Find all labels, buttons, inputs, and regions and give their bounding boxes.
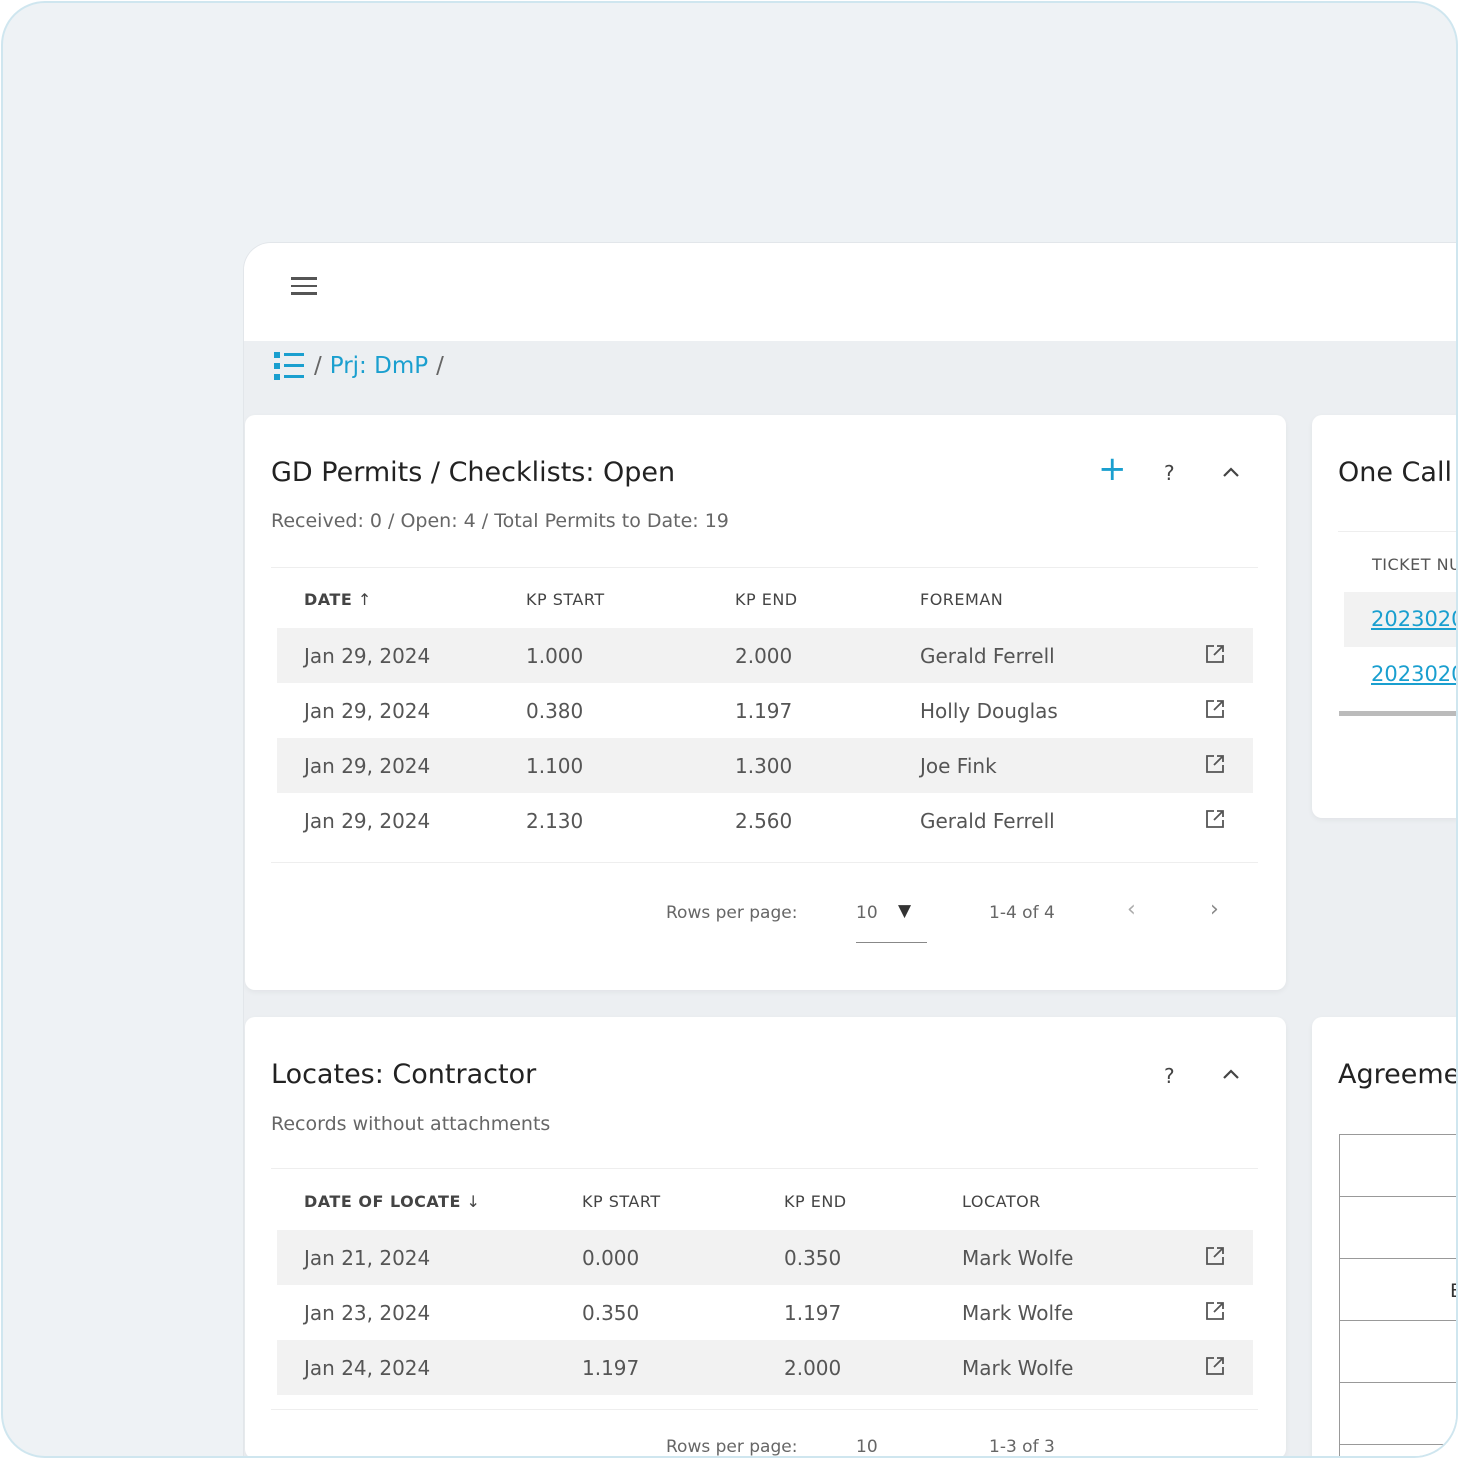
table-cell: Jan 24, 2024 bbox=[304, 1356, 431, 1380]
table-cell: Mark Wolfe bbox=[962, 1356, 1074, 1380]
table-cell: 1.197 bbox=[784, 1301, 842, 1325]
rows-per-page-select[interactable]: 10 ▼ bbox=[856, 901, 927, 943]
rows-per-page-label: Rows per page: bbox=[666, 1437, 798, 1457]
dropdown-icon: ▼ bbox=[898, 901, 912, 921]
open-external-icon[interactable] bbox=[1205, 1301, 1225, 1321]
table-header: DATE ↑ KP START KP END FOREMAN bbox=[277, 568, 1253, 628]
next-page-button[interactable]: › bbox=[1210, 897, 1219, 922]
card-subtitle: Received: 0 / Open: 4 / Total Permits to… bbox=[271, 510, 729, 532]
table-cell: 0.000 bbox=[582, 1246, 640, 1270]
table-cell: Jan 23, 2024 bbox=[304, 1301, 431, 1325]
collapse-icon[interactable] bbox=[1221, 465, 1241, 479]
open-external-icon[interactable] bbox=[1205, 1246, 1225, 1266]
ticket-link[interactable]: 2023020 bbox=[1371, 607, 1458, 631]
table-cell: 2.130 bbox=[526, 809, 584, 833]
horizontal-scrollbar[interactable] bbox=[1339, 711, 1456, 716]
agreements-card: Agreeme E bbox=[1312, 1017, 1458, 1456]
column-foreman[interactable]: FOREMAN bbox=[920, 590, 1004, 609]
table-cell: Jan 21, 2024 bbox=[304, 1246, 431, 1270]
card-title: Locates: Contractor bbox=[271, 1059, 537, 1090]
open-external-icon[interactable] bbox=[1205, 699, 1225, 719]
table-cell: Holly Douglas bbox=[920, 699, 1058, 723]
table-cell: Jan 29, 2024 bbox=[304, 644, 431, 668]
table-cell: Joe Fink bbox=[920, 754, 997, 778]
open-external-icon[interactable] bbox=[1205, 1356, 1225, 1376]
table-cell: Gerald Ferrell bbox=[920, 644, 1055, 668]
column-date[interactable]: DATE ↑ bbox=[304, 590, 372, 609]
card-title: Agreeme bbox=[1338, 1059, 1458, 1090]
grid-cell: E bbox=[1450, 1280, 1456, 1302]
permits-card: GD Permits / Checklists: Open + ? Receiv… bbox=[245, 415, 1286, 990]
table-row[interactable]: Jan 24, 2024 1.197 2.000 Mark Wolfe bbox=[277, 1340, 1253, 1395]
table-row[interactable]: Jan 29, 2024 0.380 1.197 Holly Douglas bbox=[277, 683, 1253, 738]
help-button[interactable]: ? bbox=[1164, 1064, 1175, 1088]
table-cell: 1.197 bbox=[735, 699, 793, 723]
open-external-icon[interactable] bbox=[1205, 754, 1225, 774]
table-cell: 1.000 bbox=[526, 644, 584, 668]
table-cell: Mark Wolfe bbox=[962, 1301, 1074, 1325]
locates-card: Locates: Contractor ? Records without at… bbox=[245, 1017, 1286, 1457]
app-window: / Prj: DmP / GD Permits / Checklists: Op… bbox=[243, 242, 1458, 1457]
table-cell: 2.560 bbox=[735, 809, 793, 833]
page-range: 1-4 of 4 bbox=[989, 903, 1055, 923]
collapse-icon[interactable] bbox=[1221, 1067, 1241, 1081]
column-kp-end[interactable]: KP END bbox=[784, 1192, 847, 1211]
table-cell: 0.350 bbox=[784, 1246, 842, 1270]
breadcrumb-project[interactable]: Prj: DmP bbox=[329, 353, 429, 379]
table-cell: Jan 29, 2024 bbox=[304, 699, 431, 723]
table-row[interactable]: Jan 23, 2024 0.350 1.197 Mark Wolfe bbox=[277, 1285, 1253, 1340]
list-icon[interactable] bbox=[274, 352, 306, 380]
rows-per-page-select[interactable]: 10 bbox=[856, 1437, 878, 1457]
column-kp-end[interactable]: KP END bbox=[735, 590, 798, 609]
agreements-grid bbox=[1339, 1134, 1456, 1456]
help-button[interactable]: ? bbox=[1164, 461, 1175, 485]
table-cell: 2.000 bbox=[735, 644, 793, 668]
table-row[interactable]: Jan 29, 2024 1.000 2.000 Gerald Ferrell bbox=[277, 628, 1253, 683]
table-row[interactable]: Jan 21, 2024 0.000 0.350 Mark Wolfe bbox=[277, 1230, 1253, 1285]
menu-icon[interactable] bbox=[291, 277, 317, 295]
card-subtitle: Records without attachments bbox=[271, 1113, 551, 1135]
column-kp-start[interactable]: KP START bbox=[582, 1192, 661, 1211]
card-title: One Call bbox=[1338, 457, 1452, 488]
table-cell: Gerald Ferrell bbox=[920, 809, 1055, 833]
column-locator[interactable]: LOCATOR bbox=[962, 1192, 1041, 1211]
breadcrumb-separator: / bbox=[436, 353, 444, 379]
table-cell: 1.300 bbox=[735, 754, 793, 778]
ticket-link[interactable]: 2023020 bbox=[1371, 662, 1458, 686]
card-title: GD Permits / Checklists: Open bbox=[271, 457, 676, 488]
top-bar bbox=[244, 243, 1456, 341]
rows-per-page-label: Rows per page: bbox=[666, 903, 798, 923]
table-cell: Jan 29, 2024 bbox=[304, 754, 431, 778]
breadcrumb: / Prj: DmP / bbox=[274, 349, 444, 383]
table-cell: 0.350 bbox=[582, 1301, 640, 1325]
locates-table: DATE OF LOCATE ↓ KP START KP END LOCATOR… bbox=[277, 1170, 1253, 1395]
table-cell: 1.197 bbox=[582, 1356, 640, 1380]
one-call-card: One Call TICKET NU 2023020 2023020 bbox=[1312, 415, 1458, 818]
open-external-icon[interactable] bbox=[1205, 809, 1225, 829]
add-button[interactable]: + bbox=[1098, 449, 1127, 489]
table-row[interactable]: Jan 29, 2024 2.130 2.560 Gerald Ferrell bbox=[277, 793, 1253, 848]
breadcrumb-separator: / bbox=[314, 353, 322, 379]
column-kp-start[interactable]: KP START bbox=[526, 590, 605, 609]
permits-table: DATE ↑ KP START KP END FOREMAN Jan 29, 2… bbox=[277, 568, 1253, 848]
table-cell: Mark Wolfe bbox=[962, 1246, 1074, 1270]
column-date-of-locate[interactable]: DATE OF LOCATE ↓ bbox=[304, 1192, 481, 1211]
prev-page-button[interactable]: ‹ bbox=[1127, 897, 1136, 922]
table-header: DATE OF LOCATE ↓ KP START KP END LOCATOR bbox=[277, 1170, 1253, 1230]
table-cell: 2.000 bbox=[784, 1356, 842, 1380]
column-ticket-number[interactable]: TICKET NU bbox=[1372, 555, 1458, 574]
table-row[interactable]: Jan 29, 2024 1.100 1.300 Joe Fink bbox=[277, 738, 1253, 793]
table-cell: 1.100 bbox=[526, 754, 584, 778]
open-external-icon[interactable] bbox=[1205, 644, 1225, 664]
table-cell: 0.380 bbox=[526, 699, 584, 723]
table-cell: Jan 29, 2024 bbox=[304, 809, 431, 833]
page-range: 1-3 of 3 bbox=[989, 1437, 1055, 1457]
